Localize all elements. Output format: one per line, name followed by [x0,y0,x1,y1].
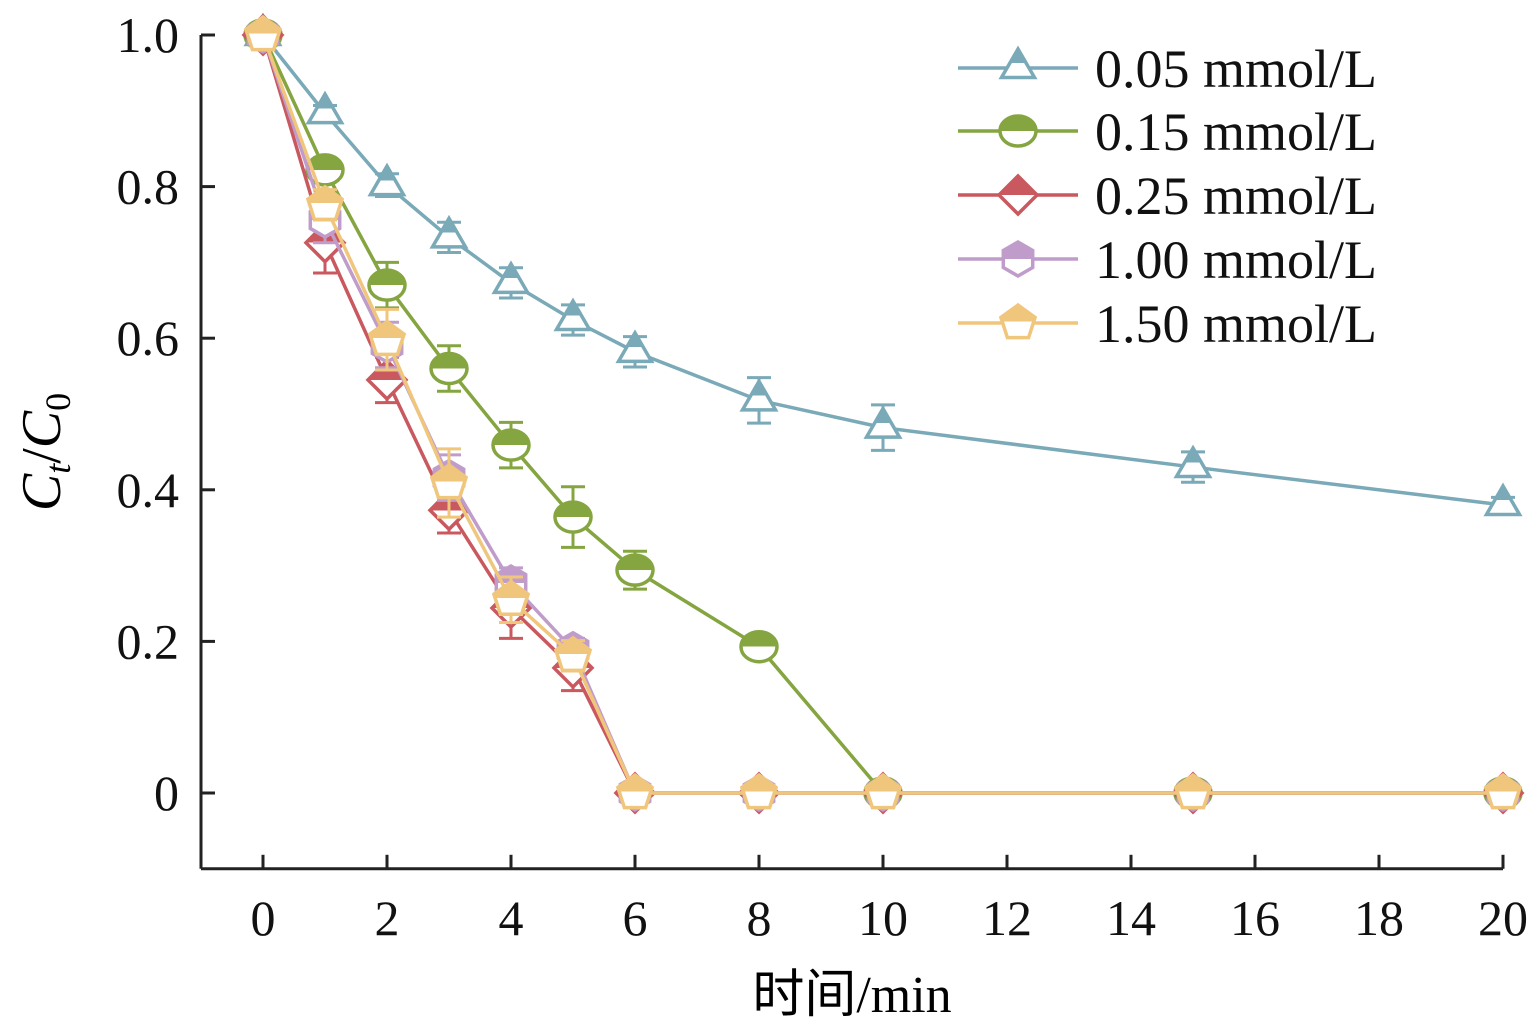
x-axis-label: 时间/min [752,967,951,1024]
legend-item: 0.15 mmol/L [958,102,1377,162]
y-label-c0: C [11,410,73,448]
y-axis-label: Ct/C0 [11,393,78,511]
y-tick-label: 0.6 [117,310,180,366]
circle-marker [491,428,531,462]
triangle-marker [998,45,1038,80]
x-tick-label: 0 [251,890,276,946]
circle-marker [998,114,1038,148]
x-tick-label: 16 [1230,890,1280,946]
y-tick-label: 0.2 [117,613,180,669]
pentagon-marker [615,772,655,810]
legend-item: 1.50 mmol/L [958,294,1377,354]
x-tick-label: 2 [375,890,400,946]
legend: 0.05 mmol/L0.15 mmol/L0.25 mmol/L1.00 mm… [958,39,1377,354]
y-label-slash: / [11,448,73,464]
y-label-sub-0: 0 [38,393,78,411]
triangle-marker [615,329,655,364]
x-tick-label: 18 [1354,890,1404,946]
triangle-marker [305,90,345,125]
pentagon-marker [429,462,469,500]
series-group [241,12,1525,815]
triangle-marker [739,377,779,412]
legend-item: 0.25 mmol/L [958,166,1377,226]
legend-label: 0.15 mmol/L [1095,102,1377,162]
pentagon-marker [491,579,531,617]
axes: 0 0.2 0.4 0.6 0.8 1.0 0 2 4 6 8 10 12 14 16 18 20 [117,7,1529,946]
x-tick-label: 10 [858,890,908,946]
circle-marker [553,500,593,534]
pentagon-marker [1483,772,1523,810]
triangle-marker [1483,482,1523,517]
x-tick-label: 14 [1106,890,1156,946]
y-label-sub-t: t [38,463,78,474]
legend-label: 0.05 mmol/L [1095,39,1377,99]
x-tick-label: 8 [747,890,772,946]
x-tick-label: 12 [982,890,1032,946]
pentagon-marker [305,184,345,222]
circle-marker [367,268,407,302]
legend-item: 0.05 mmol/L [958,39,1377,99]
x-tick-label: 6 [623,890,648,946]
triangle-marker [1173,444,1213,479]
diamond-marker [996,173,1040,217]
y-label-c: C [11,473,73,511]
triangle-marker [863,405,903,439]
pentagon-marker [243,14,283,52]
pentagon-marker [1173,772,1213,810]
pentagon-marker [553,635,593,673]
y-tick-label: 0.4 [117,462,180,518]
y-tick-label: 0.8 [117,159,180,215]
x-tick-label: 4 [499,890,524,946]
pentagon-marker [863,772,903,810]
triangle-marker [429,214,469,249]
pentagon-marker [739,772,779,810]
legend-label: 1.50 mmol/L [1095,294,1377,354]
hexagon-marker [1001,239,1035,279]
triangle-marker [553,297,593,332]
pentagon-marker [367,319,407,357]
circle-marker [429,351,469,386]
legend-label: 1.00 mmol/L [1095,230,1377,290]
legend-item: 1.00 mmol/L [958,230,1377,290]
circle-marker [739,629,779,664]
y-tick-label: 0 [154,765,179,821]
pentagon-marker [998,302,1038,340]
series-4 [243,14,1523,810]
triangle-marker [491,260,531,295]
legend-label: 0.25 mmol/L [1095,166,1377,226]
circle-marker [615,553,655,587]
x-tick-label: 20 [1478,890,1528,946]
y-tick-label: 1.0 [117,7,180,63]
triangle-marker [367,162,407,197]
